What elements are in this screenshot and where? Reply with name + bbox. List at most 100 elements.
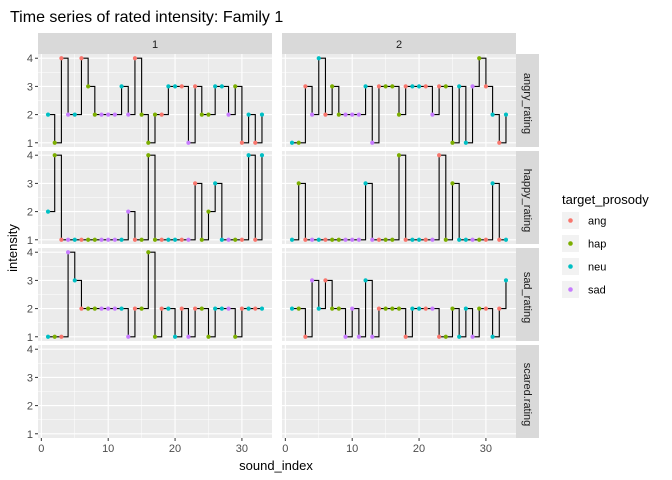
data-point <box>106 306 111 311</box>
y-tick-label: 4 <box>27 150 33 162</box>
legend-label-hap: hap <box>588 239 606 251</box>
data-point <box>356 112 361 117</box>
x-tick-label: 0 <box>38 443 44 455</box>
data-point <box>92 112 97 117</box>
data-point <box>396 112 402 117</box>
data-point <box>370 237 375 242</box>
data-point <box>139 237 144 242</box>
panel-angry_rating-1 <box>38 54 272 147</box>
data-point <box>259 153 265 158</box>
data-point <box>112 306 117 311</box>
y-tick-label: 2 <box>27 110 33 122</box>
data-point <box>336 237 341 242</box>
data-point <box>363 84 368 89</box>
column-strip-label: 1 <box>152 39 158 51</box>
data-point <box>79 306 84 311</box>
data-point <box>309 278 315 283</box>
data-point <box>483 237 489 242</box>
data-point <box>370 334 375 339</box>
data-point <box>59 56 64 61</box>
data-point <box>430 237 435 242</box>
data-point <box>303 334 308 339</box>
legend: target_prosody ang hap neu sad <box>562 192 649 298</box>
data-point <box>193 84 198 89</box>
data-point <box>289 306 295 311</box>
data-point <box>186 334 191 339</box>
data-point <box>146 250 151 255</box>
data-point <box>370 140 375 145</box>
data-point <box>233 334 238 339</box>
data-point <box>213 181 218 186</box>
data-point <box>226 306 231 311</box>
data-point <box>396 153 402 158</box>
data-point <box>199 237 204 242</box>
data-point <box>193 181 198 186</box>
data-point <box>430 306 435 311</box>
data-point <box>356 237 361 242</box>
data-point <box>316 306 321 311</box>
y-tick-label: 2 <box>27 304 33 316</box>
data-point <box>477 56 482 61</box>
data-point <box>390 306 395 311</box>
data-point <box>45 112 51 117</box>
data-point <box>316 56 321 61</box>
data-point <box>490 112 495 117</box>
x-tick-label: 10 <box>346 443 358 455</box>
data-point <box>72 112 77 117</box>
data-point <box>233 237 238 242</box>
data-point <box>126 334 131 339</box>
x-tick-label: 30 <box>480 443 492 455</box>
data-point <box>99 237 104 242</box>
legend-label-ang: ang <box>588 216 606 228</box>
y-tick-label: 2 <box>27 401 33 413</box>
data-point <box>179 84 184 89</box>
data-point <box>86 84 91 89</box>
legend-swatch-hap <box>568 241 573 246</box>
data-point <box>226 237 231 242</box>
data-point <box>186 140 191 145</box>
data-point <box>457 334 462 339</box>
data-point <box>330 306 335 311</box>
data-point <box>112 112 117 117</box>
data-point <box>239 237 245 242</box>
data-point <box>139 306 144 311</box>
data-point <box>45 209 51 214</box>
data-point <box>52 153 57 158</box>
data-point <box>503 112 509 117</box>
data-point <box>219 84 224 89</box>
row-strip-sad_rating <box>516 248 539 341</box>
data-point <box>112 237 117 242</box>
data-point <box>159 306 164 311</box>
data-point <box>396 306 402 311</box>
panel-scared.rating-1 <box>38 345 272 438</box>
data-point <box>343 237 348 242</box>
data-point <box>206 112 211 117</box>
data-point <box>166 306 171 311</box>
data-point <box>350 306 355 311</box>
data-point <box>343 112 348 117</box>
legend-swatch-ang <box>568 218 573 223</box>
data-point <box>309 237 315 242</box>
data-point <box>186 237 191 242</box>
data-point <box>483 306 489 311</box>
data-point <box>376 237 382 242</box>
data-point <box>437 84 442 89</box>
data-point <box>430 112 435 117</box>
y-tick-label: 3 <box>27 178 33 190</box>
data-point <box>246 112 251 117</box>
step-line-series <box>292 154 506 241</box>
data-point <box>65 250 71 255</box>
data-point <box>316 237 321 242</box>
row-strip-label: happy_rating <box>521 169 533 233</box>
data-point <box>219 306 224 311</box>
x-tick-label: 0 <box>282 443 288 455</box>
data-point <box>92 237 97 242</box>
chart-title: Time series of rated intensity: Family 1 <box>10 9 283 26</box>
data-point <box>477 237 482 242</box>
data-point <box>99 306 104 311</box>
legend-label-sad: sad <box>588 285 606 297</box>
data-point <box>443 237 448 242</box>
data-point <box>323 278 328 283</box>
data-point <box>146 153 151 158</box>
data-point <box>296 306 301 311</box>
